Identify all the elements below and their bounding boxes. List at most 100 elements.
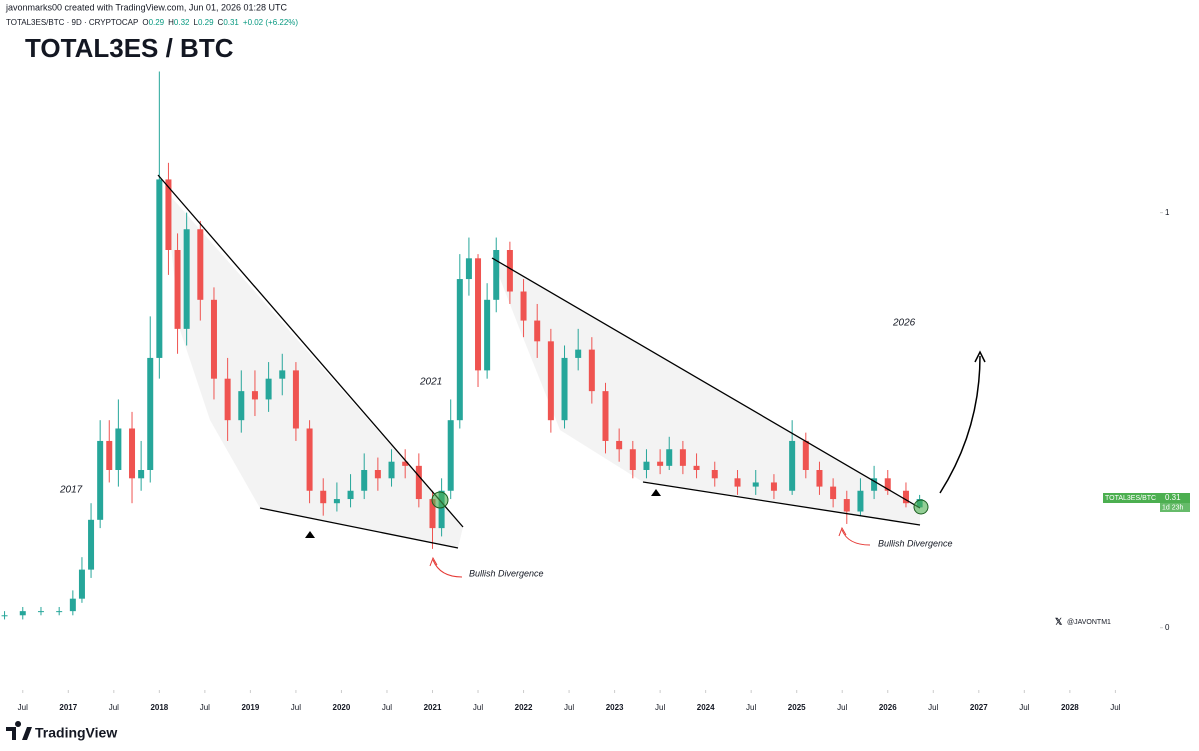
x-tick-label: 2019 bbox=[241, 703, 259, 712]
candle-body bbox=[138, 470, 145, 479]
candle-body bbox=[129, 428, 136, 479]
candle-body bbox=[484, 299, 491, 371]
candle-body bbox=[238, 391, 245, 421]
price-tag-name: TOTAL3ES/BTC bbox=[1105, 495, 1156, 502]
candle-body bbox=[884, 478, 891, 491]
candle-body bbox=[465, 258, 472, 280]
candle-body bbox=[475, 258, 482, 371]
price-value: 0.31 bbox=[1165, 493, 1181, 502]
candle-body bbox=[902, 490, 909, 504]
candle-body bbox=[183, 229, 190, 329]
candle-body bbox=[438, 490, 445, 529]
candle-body bbox=[88, 519, 95, 570]
x-tick-label: 2017 bbox=[59, 703, 77, 712]
brand: TradingView bbox=[35, 725, 117, 741]
price-box bbox=[1160, 493, 1190, 503]
triangle-marker bbox=[305, 531, 315, 538]
price-tag-box bbox=[1103, 493, 1160, 503]
annotation: Bullish Divergence bbox=[469, 568, 544, 578]
candle-body bbox=[415, 465, 422, 500]
candle-body bbox=[575, 349, 582, 358]
candle-body bbox=[789, 440, 796, 491]
x-tick-label: Jul bbox=[200, 703, 210, 712]
header: javonmarks00 created with TradingView.co… bbox=[5, 2, 287, 12]
change: +0.02 (+6.22%) bbox=[243, 18, 298, 27]
x-tick-label: 2027 bbox=[970, 703, 988, 712]
trendline bbox=[491, 257, 921, 509]
candle-body bbox=[174, 250, 181, 329]
x-tick-label: 2018 bbox=[150, 703, 168, 712]
candle-body bbox=[547, 341, 554, 421]
candle-body bbox=[493, 250, 500, 300]
candle-body bbox=[210, 299, 217, 379]
candle-body bbox=[802, 440, 809, 470]
candle-body bbox=[734, 478, 741, 487]
candle-body bbox=[616, 440, 623, 450]
candle-body bbox=[657, 461, 664, 466]
candle-body bbox=[251, 391, 258, 400]
x-tick-label: 2022 bbox=[515, 703, 533, 712]
y-tick-label: 0 bbox=[1165, 623, 1170, 632]
o-value: 0.29 bbox=[149, 18, 165, 27]
y-tick-label: 1 bbox=[1165, 208, 1170, 217]
x-tick-label: Jul bbox=[746, 703, 756, 712]
candle-body bbox=[165, 179, 172, 250]
candle-body bbox=[629, 449, 636, 470]
drawings bbox=[165, 190, 920, 548]
candle-body bbox=[857, 490, 864, 512]
candle-body bbox=[402, 461, 409, 466]
candle-body bbox=[830, 486, 837, 500]
x-logo: 𝕏 bbox=[1055, 616, 1063, 626]
candle-body bbox=[156, 179, 163, 358]
arrow-head bbox=[974, 350, 986, 363]
chart-title: TOTAL3ES / BTC bbox=[25, 33, 234, 63]
candle-body bbox=[561, 357, 568, 421]
wedge-shade bbox=[492, 258, 920, 525]
candle-body bbox=[679, 449, 686, 466]
x-tick-label: Jul bbox=[1019, 703, 1029, 712]
annotation: 2017 bbox=[59, 485, 83, 496]
x-tick-label: Jul bbox=[473, 703, 483, 712]
candle-body bbox=[456, 279, 463, 421]
candle-body bbox=[147, 357, 154, 470]
candle-body bbox=[19, 611, 26, 616]
symbol-name: TOTAL3ES/BTC · 9D · CRYPTOCAP bbox=[6, 18, 138, 27]
candle-body bbox=[292, 370, 299, 429]
trendline bbox=[642, 481, 921, 526]
candles bbox=[1, 71, 923, 620]
x-tick-label: 2026 bbox=[879, 703, 897, 712]
candle-body bbox=[197, 229, 204, 300]
candle-body bbox=[693, 465, 700, 470]
candle-body bbox=[643, 461, 650, 470]
x-tick-label: Jul bbox=[1110, 703, 1120, 712]
candle-body bbox=[106, 440, 113, 470]
candle-body bbox=[78, 569, 85, 599]
candle-body bbox=[666, 449, 673, 466]
x-tick-label: Jul bbox=[837, 703, 847, 712]
triangle-marker bbox=[651, 489, 661, 496]
o-key: O bbox=[142, 18, 148, 27]
x-tick-label: Jul bbox=[382, 703, 392, 712]
projection-arrow bbox=[939, 355, 981, 494]
candle-body bbox=[347, 490, 354, 500]
x-tick-label: Jul bbox=[655, 703, 665, 712]
countdown-box bbox=[1160, 503, 1190, 512]
candle-body bbox=[361, 470, 368, 491]
arrow-head bbox=[429, 556, 438, 567]
annotation: Bullish Divergence bbox=[878, 538, 953, 548]
candle-body bbox=[816, 470, 823, 487]
x-tick-label: Jul bbox=[109, 703, 119, 712]
c-key: C bbox=[218, 18, 224, 27]
candle-body bbox=[1, 615, 8, 617]
annotation: 2026 bbox=[892, 318, 916, 329]
candle-body bbox=[320, 490, 327, 504]
candle-body bbox=[534, 320, 541, 342]
candle-body bbox=[224, 378, 231, 421]
x-tick-label: Jul bbox=[18, 703, 28, 712]
candle-body bbox=[871, 478, 878, 491]
candle-body bbox=[843, 499, 850, 512]
x-tick-label: 2028 bbox=[1061, 703, 1079, 712]
x-tick-label: Jul bbox=[564, 703, 574, 712]
